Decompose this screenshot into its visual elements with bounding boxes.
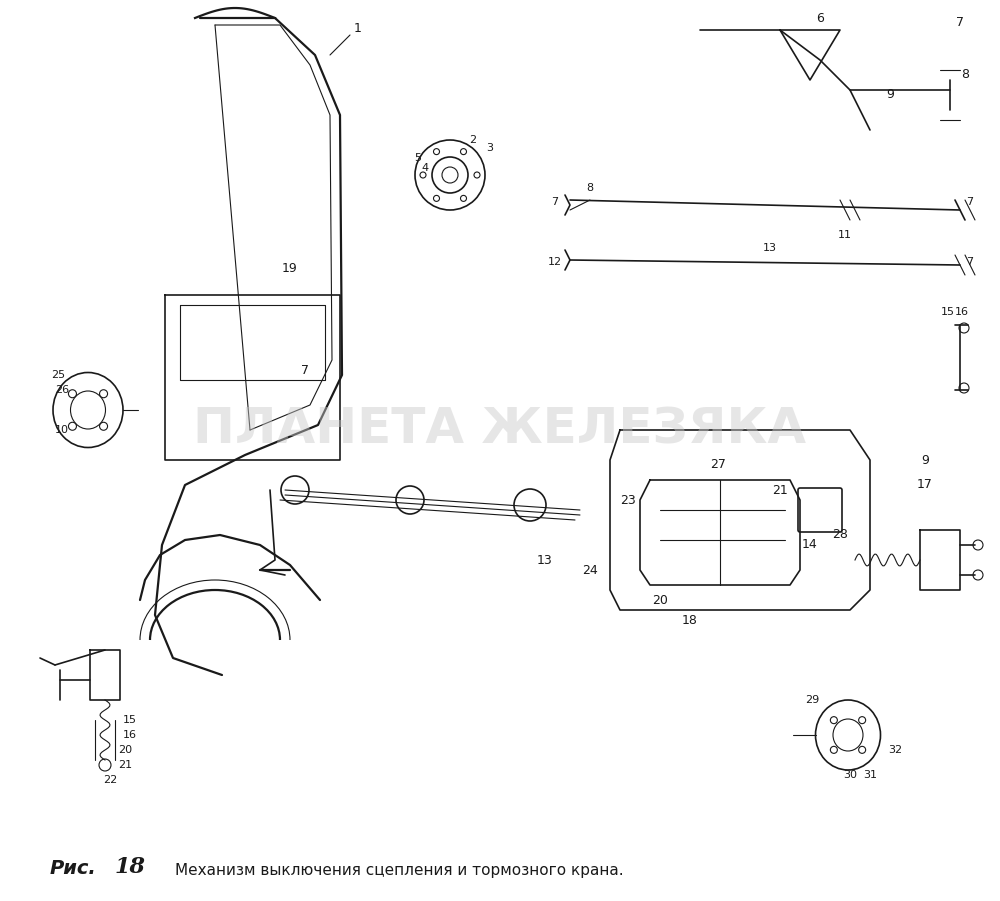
Text: 18: 18 [682, 614, 698, 626]
Text: 7: 7 [956, 15, 964, 29]
Text: 3: 3 [486, 143, 494, 153]
Text: 21: 21 [772, 484, 788, 496]
Text: 10: 10 [55, 425, 69, 435]
Text: 23: 23 [620, 494, 636, 506]
Text: 28: 28 [832, 529, 848, 542]
Text: 12: 12 [548, 257, 562, 267]
Text: 11: 11 [838, 230, 852, 240]
Text: 9: 9 [921, 453, 929, 467]
Text: Рис.: Рис. [50, 860, 97, 878]
Text: 20: 20 [652, 594, 668, 606]
Circle shape [973, 570, 983, 580]
Text: 25: 25 [51, 370, 65, 380]
Text: 9: 9 [886, 88, 894, 102]
Text: Механизм выключения сцепления и тормозного крана.: Механизм выключения сцепления и тормозно… [175, 863, 624, 878]
Text: 15: 15 [941, 307, 955, 317]
Text: 24: 24 [582, 563, 598, 577]
Text: 7: 7 [966, 197, 974, 207]
Text: 16: 16 [955, 307, 969, 317]
Text: 27: 27 [710, 459, 726, 471]
Text: 18: 18 [115, 857, 146, 878]
Text: 13: 13 [763, 243, 777, 253]
Text: 32: 32 [888, 745, 902, 755]
Text: 8: 8 [586, 183, 594, 193]
Text: 2: 2 [469, 135, 477, 145]
Text: 29: 29 [805, 695, 819, 705]
Text: 1: 1 [354, 22, 362, 34]
Text: 4: 4 [421, 163, 429, 173]
Text: 6: 6 [816, 12, 824, 24]
Text: 31: 31 [863, 770, 877, 780]
Text: ПЛАНЕТА ЖЕЛЕЗЯКА: ПЛАНЕТА ЖЕЛЕЗЯКА [193, 406, 807, 454]
Text: 13: 13 [537, 553, 553, 567]
Text: 16: 16 [123, 730, 137, 740]
Text: 7: 7 [551, 197, 559, 207]
Text: 5: 5 [415, 153, 422, 163]
Circle shape [973, 540, 983, 550]
Text: 20: 20 [118, 745, 132, 755]
Text: 26: 26 [55, 385, 69, 395]
Text: 14: 14 [802, 539, 818, 551]
Text: 22: 22 [103, 775, 117, 785]
Text: 21: 21 [118, 760, 132, 770]
Text: 7: 7 [966, 257, 974, 267]
Text: 17: 17 [917, 478, 933, 492]
Text: 7: 7 [301, 363, 309, 377]
Text: 15: 15 [123, 715, 137, 725]
Text: 8: 8 [961, 68, 969, 81]
Text: 19: 19 [282, 261, 298, 275]
Text: 30: 30 [843, 770, 857, 780]
